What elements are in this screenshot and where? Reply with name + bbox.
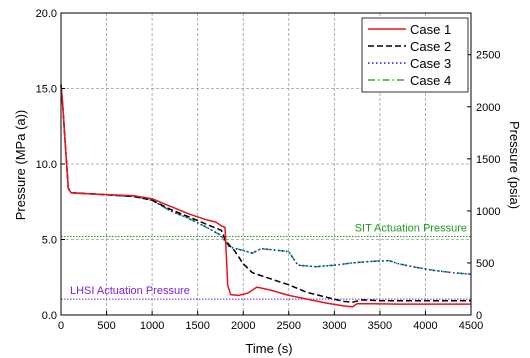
x-tick-label: 4000 [413, 320, 437, 332]
series-line-case-3 [60, 85, 472, 275]
y-axis-ticks: 0.0 5.0 10.0 15.0 20.0 [36, 8, 65, 322]
right-y-tick-label: 500 [476, 258, 494, 270]
x-tick-label: 500 [97, 320, 115, 332]
legend-label: Case 3 [410, 56, 451, 71]
right-y-tick-label: 1500 [476, 154, 500, 166]
right-y-tick-label: 2500 [476, 50, 500, 62]
x-tick-label: 0 [58, 320, 64, 332]
y-tick-label: 15.0 [36, 84, 57, 96]
reference-line-label: LHSI Actuation Pressure [70, 285, 190, 297]
series-lines [60, 83, 472, 308]
x-tick-label: 3500 [368, 320, 392, 332]
legend: Case 1 Case 2 Case 3 Case 4 [361, 17, 469, 93]
series-line-case-2 [60, 85, 471, 303]
x-tick-label: 1000 [140, 320, 164, 332]
x-tick-label: 3000 [322, 320, 346, 332]
reference-line-label: SIT Actuation Pressure [355, 222, 467, 234]
x-axis-title: Time (s) [245, 341, 292, 356]
right-y-axis-title: Pressure (psia) [507, 121, 522, 209]
series-line-case-1 [60, 85, 471, 308]
legend-label: Case 1 [410, 22, 451, 37]
legend-label: Case 4 [410, 73, 451, 88]
y-axis-title: Pressure (MPa (a)) [13, 110, 28, 221]
right-y-axis-ticks: 0 500 1000 1500 2000 2500 [467, 50, 500, 322]
reference-lines: SIT Actuation Pressure LHSI Actuation Pre… [61, 222, 471, 300]
right-y-tick-label: 0 [476, 310, 482, 322]
x-tick-label: 2000 [231, 320, 255, 332]
x-tick-label: 1500 [185, 320, 209, 332]
y-tick-label: 5.0 [42, 235, 57, 247]
y-tick-label: 10.0 [36, 159, 57, 171]
legend-box [361, 17, 469, 93]
x-axis-ticks: 0 500 1000 1500 2000 2500 3000 3500 4000 4500 [58, 311, 483, 332]
legend-label: Case 2 [410, 39, 451, 54]
right-y-tick-label: 1000 [476, 206, 500, 218]
series-line-case-4 [60, 83, 472, 275]
y-tick-label: 20.0 [36, 8, 57, 20]
x-tick-label: 2500 [277, 320, 301, 332]
right-y-tick-label: 2000 [476, 102, 500, 114]
x-tick-label: 4500 [459, 320, 483, 332]
y-tick-label: 0.0 [42, 310, 57, 322]
